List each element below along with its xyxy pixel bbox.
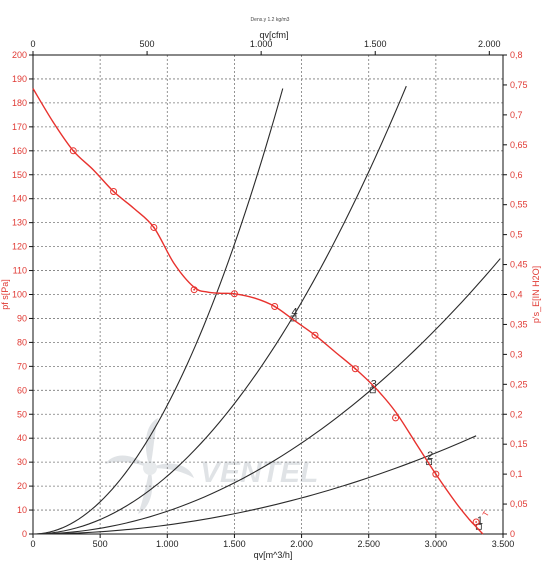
- y-axis-right-label: p's_E[IN H2O]: [531, 266, 541, 323]
- y-right-tick-label: 0,8: [510, 50, 523, 60]
- fan-curve-marker-dot: [434, 473, 437, 476]
- y-right-tick-label: 0,25: [510, 379, 528, 389]
- y-left-tick-label: 120: [12, 242, 27, 252]
- y-left-tick-label: 90: [17, 313, 27, 323]
- fan-curve-marker: [271, 302, 279, 310]
- y-left-tick-label: 160: [12, 146, 27, 156]
- fan-curve-marker-dot: [193, 288, 196, 291]
- x-top-tick-label: 0: [30, 39, 35, 49]
- y-right-tick-label: 0,3: [510, 349, 523, 359]
- x-bottom-tick-label: 2.500: [357, 539, 380, 549]
- y-left-tick-label: 40: [17, 433, 27, 443]
- y-right-tick-label: 0,7: [510, 110, 523, 120]
- y-right-tick-label: 0: [510, 529, 515, 539]
- y-axis-left-label: pf s[Pa]: [0, 279, 10, 310]
- operating-point-label-3: 3: [371, 378, 377, 390]
- x-bottom-tick-label: 2.000: [290, 539, 313, 549]
- y-left-tick-label: 180: [12, 98, 27, 108]
- operating-point-3: [369, 387, 376, 394]
- fan-curve-marker: [392, 414, 400, 422]
- x-bottom-tick-label: 0: [30, 539, 35, 549]
- system-curve-4: [32, 85, 407, 535]
- fan-curve-marker: [432, 470, 440, 478]
- fan-curve-marker-dot: [394, 416, 397, 419]
- y-left-tick-label: 60: [17, 385, 27, 395]
- y-left-tick-label: 150: [12, 170, 27, 180]
- fan-curve-marker-dot: [314, 334, 316, 337]
- system-curve-2: [32, 435, 477, 535]
- x-top-tick-label: 1.500: [364, 39, 387, 49]
- operating-point-label-4: 4: [292, 306, 298, 318]
- fan-curve-marker: [110, 188, 118, 196]
- y-right-tick-label: 0,4: [510, 290, 523, 300]
- system-curves: 1 2 3 4: [32, 85, 501, 535]
- y-left-tick-label: 170: [12, 122, 27, 132]
- fan-curve-marker: [190, 286, 198, 294]
- y-left-tick-label: 100: [12, 290, 27, 300]
- y-right-tick-label: 0,35: [510, 319, 528, 329]
- x-axis-bottom-label: qv[m^3/h]: [254, 550, 293, 560]
- y-left-tick-label: 190: [12, 74, 27, 84]
- fan-curve-marker: [472, 518, 480, 526]
- y-right-tick-label: 0,2: [510, 409, 523, 419]
- x-bottom-tick-label: 1.500: [223, 539, 246, 549]
- y-left-tick-label: 10: [17, 505, 27, 515]
- system-curve-3: [32, 258, 501, 535]
- y-right-tick-label: 0,6: [510, 170, 523, 180]
- x-bottom-tick-label: 1.000: [156, 539, 179, 549]
- fan-curve-marker-dot: [273, 305, 276, 308]
- y-right-tick-label: 0,05: [510, 499, 528, 509]
- y-right-tick-label: 0,75: [510, 80, 528, 90]
- fan-curve-marker-dot: [233, 292, 236, 295]
- ventel-watermark: VENTEL: [105, 418, 318, 514]
- operating-point-label-2: 2: [427, 450, 433, 462]
- y-right-tick-label: 0,15: [510, 439, 528, 449]
- y-right-tick-label: 0,5: [510, 230, 523, 240]
- x-bottom-tick-label: 3.000: [425, 539, 448, 549]
- watermark-text: VENTEL: [200, 456, 318, 489]
- y-left-tick-label: 140: [12, 194, 27, 204]
- x-top-tick-label: 1.000: [250, 39, 273, 49]
- fan-curve-marker: [69, 147, 77, 155]
- y-right-tick-label: 0,65: [510, 140, 528, 150]
- y-right-tick-label: 0,45: [510, 260, 528, 270]
- y-left-tick-label: 80: [17, 337, 27, 347]
- y-right-tick-label: 0,1: [510, 469, 523, 479]
- fan-curve-marker: [150, 223, 158, 231]
- fan-curve-marker-dot: [475, 521, 478, 523]
- fan-curve-marker-dot: [112, 190, 115, 193]
- y-right-tick-label: 0,55: [510, 200, 528, 210]
- x-top-tick-label: 2.000: [478, 39, 501, 49]
- y-left-tick-label: 70: [17, 361, 27, 371]
- fan-curve-marker: [230, 290, 238, 298]
- y-left-tick-label: 0: [22, 529, 27, 539]
- fan-curve-marker: [351, 365, 359, 373]
- chart-title: Dens.y 1.2 kg/m3: [251, 17, 290, 23]
- y-left-tick-label: 130: [12, 218, 27, 228]
- x-bottom-tick-label: 3.500: [492, 539, 515, 549]
- x-top-tick-label: 500: [140, 39, 155, 49]
- operating-point-label-1: 1: [477, 515, 483, 527]
- y-left-tick-label: 50: [17, 409, 27, 419]
- system-curve-1: [32, 88, 284, 535]
- curve-end-label: T: [481, 509, 491, 518]
- y-left-tick-label: 200: [12, 50, 27, 60]
- y-left-tick-label: 30: [17, 457, 27, 467]
- x-bottom-tick-label: 500: [93, 539, 108, 549]
- y-left-tick-label: 110: [13, 266, 27, 276]
- y-left-tick-label: 20: [17, 481, 27, 491]
- x-axis-top-label: qv[cfm]: [259, 30, 288, 40]
- fan-curve-marker: [311, 331, 319, 339]
- fan-curve-marker-dot: [152, 226, 155, 229]
- fan-curve: T: [32, 88, 491, 535]
- fan-curve-marker-dot: [354, 367, 357, 370]
- axes: [29, 51, 507, 538]
- fan-curve-marker-dot: [72, 149, 75, 152]
